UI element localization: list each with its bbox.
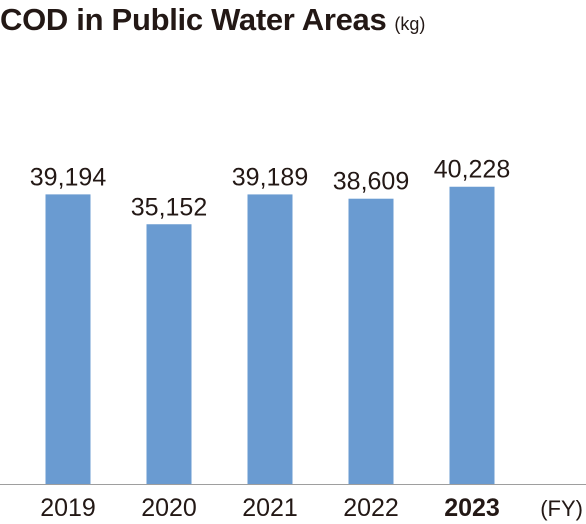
bar-2023 bbox=[449, 186, 495, 484]
x-axis-unit: (FY) bbox=[540, 496, 583, 521]
category-label-2020: 2020 bbox=[141, 494, 197, 522]
bar-2022 bbox=[348, 198, 394, 485]
value-labels-group: 39,194 35,152 39,189 38,609 40,228 bbox=[30, 156, 510, 222]
category-label-2022: 2022 bbox=[343, 494, 399, 522]
value-label-2022: 38,609 bbox=[333, 168, 409, 196]
value-label-2021: 39,189 bbox=[232, 163, 308, 191]
value-label-2023: 40,228 bbox=[434, 156, 510, 184]
chart-header: COD in Public Water Areas (kg) bbox=[0, 2, 425, 42]
bar-2019 bbox=[45, 194, 91, 484]
category-label-2023: 2023 bbox=[444, 494, 500, 522]
bars-group bbox=[45, 186, 495, 485]
value-label-2019: 39,194 bbox=[30, 163, 107, 191]
bar-2020 bbox=[146, 224, 192, 485]
value-label-2020: 35,152 bbox=[131, 193, 207, 221]
category-label-2019: 2019 bbox=[40, 494, 96, 522]
category-label-2021: 2021 bbox=[242, 494, 298, 522]
chart-unit: (kg) bbox=[394, 14, 426, 34]
chart-title: COD in Public Water Areas bbox=[0, 2, 387, 37]
category-labels-group: 2019 2020 2021 2022 2023 bbox=[40, 494, 500, 522]
bar-2021 bbox=[247, 194, 293, 484]
